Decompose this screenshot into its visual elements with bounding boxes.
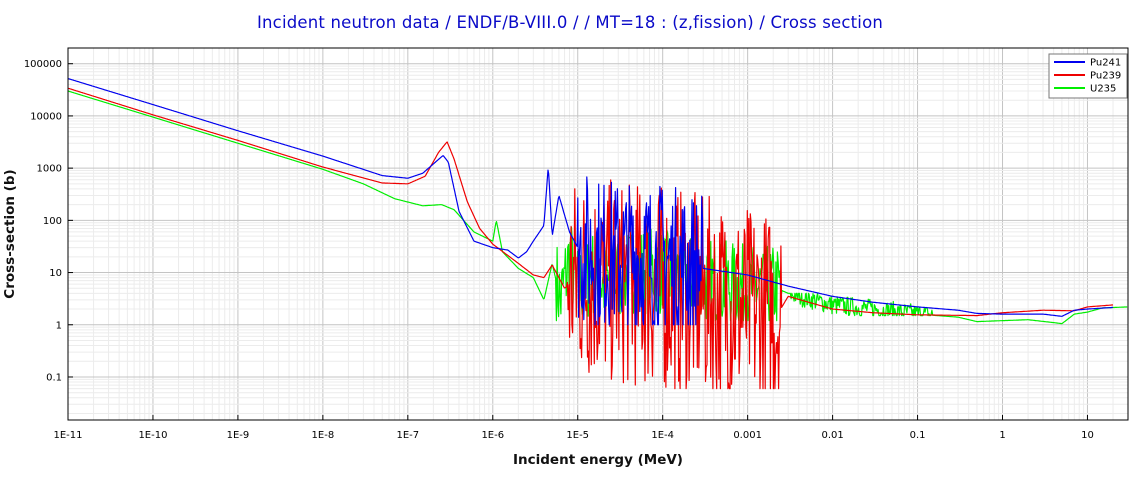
x-tick-label: 1E-4: [651, 430, 674, 441]
x-tick-label: 1E-5: [566, 430, 589, 441]
x-tick-label: 10: [1081, 430, 1094, 441]
y-tick-label: 1: [56, 320, 62, 331]
series-layer: [67, 77, 1128, 390]
x-tick-label: 1: [999, 430, 1005, 441]
x-tick-label: 1E-9: [227, 430, 250, 441]
series-line-pu239: [67, 87, 1114, 390]
x-tick-label: 1E-7: [396, 430, 419, 441]
series-line-pu241: [67, 77, 1114, 326]
y-tick-label: 10000: [30, 111, 62, 122]
axes-layer: 1E-11 1E-10 1E-9 1E-8 1E-7 1E-6 1E-5 1E-4 0.001 0…: [24, 59, 1094, 441]
legend-label-pu239: Pu239: [1090, 71, 1121, 82]
x-tick-label: 1E-10: [138, 430, 167, 441]
x-tick-label: 0.01: [821, 430, 843, 441]
y-tick-label: 100000: [24, 59, 62, 70]
legend: Pu241 Pu239 U235: [1048, 53, 1128, 99]
y-tick-label: 100: [43, 216, 62, 227]
y-tick-label: 10: [49, 268, 62, 279]
x-tick-label: 0.1: [910, 430, 926, 441]
x-tick-label: 1E-8: [312, 430, 335, 441]
y-tick-label: 1000: [37, 164, 62, 175]
x-tick-label: 1E-11: [53, 430, 82, 441]
x-tick-label: 0.001: [733, 430, 762, 441]
legend-label-u235: U235: [1090, 84, 1116, 95]
x-axis-label: Incident energy (MeV): [513, 452, 683, 468]
legend-label-pu241: Pu241: [1090, 58, 1121, 69]
x-tick-label: 1E-6: [481, 430, 504, 441]
chart-title: Incident neutron data / ENDF/B-VIII.0 / …: [256, 13, 884, 32]
y-tick-label: 0.1: [46, 372, 62, 383]
plot-frame: [67, 47, 1129, 421]
